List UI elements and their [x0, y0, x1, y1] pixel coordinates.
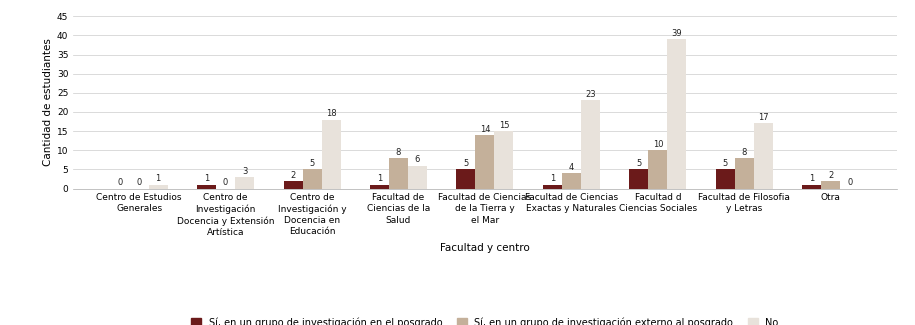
Text: 5: 5: [636, 159, 641, 168]
Text: 5: 5: [463, 159, 468, 168]
Text: 2: 2: [290, 171, 296, 179]
Text: 39: 39: [672, 29, 683, 38]
Bar: [321, 120, 340, 188]
Text: 1: 1: [204, 174, 210, 183]
Bar: [408, 165, 427, 188]
Text: 14: 14: [479, 124, 490, 134]
Text: 17: 17: [758, 113, 769, 122]
Text: 3: 3: [242, 167, 247, 176]
Bar: [649, 150, 667, 188]
Text: 10: 10: [652, 140, 663, 149]
Bar: [716, 169, 735, 188]
Bar: [235, 177, 254, 188]
Text: 15: 15: [499, 121, 510, 130]
Bar: [581, 100, 600, 188]
Bar: [197, 185, 216, 188]
Bar: [802, 185, 822, 188]
Bar: [667, 39, 686, 188]
Bar: [494, 131, 513, 188]
Bar: [303, 169, 321, 188]
Bar: [735, 158, 754, 188]
Text: 0: 0: [223, 178, 228, 187]
Bar: [284, 181, 303, 188]
Text: 5: 5: [309, 159, 315, 168]
Legend: Sí, en un grupo de investigación en el posgrado, Sí, en un grupo de investigació: Sí, en un grupo de investigación en el p…: [191, 318, 779, 325]
Text: 2: 2: [828, 171, 834, 179]
Text: 18: 18: [326, 109, 337, 118]
Bar: [562, 173, 581, 188]
Text: 4: 4: [569, 163, 574, 172]
Text: 8: 8: [741, 148, 747, 157]
Text: 6: 6: [414, 155, 420, 164]
Bar: [822, 181, 840, 188]
Text: 1: 1: [156, 174, 161, 183]
Bar: [148, 185, 167, 188]
Text: 0: 0: [117, 178, 123, 187]
Bar: [370, 185, 389, 188]
X-axis label: Facultad y centro: Facultad y centro: [440, 242, 530, 253]
Bar: [630, 169, 649, 188]
Text: 1: 1: [550, 174, 555, 183]
Bar: [389, 158, 408, 188]
Bar: [476, 135, 494, 188]
Bar: [457, 169, 476, 188]
Text: 1: 1: [809, 174, 814, 183]
Text: 23: 23: [585, 90, 596, 99]
Bar: [543, 185, 562, 188]
Text: 1: 1: [377, 174, 382, 183]
Text: 0: 0: [847, 178, 853, 187]
Text: 8: 8: [396, 148, 401, 157]
Text: 5: 5: [723, 159, 728, 168]
Text: 0: 0: [136, 178, 142, 187]
Bar: [754, 124, 773, 188]
Y-axis label: Cantidad de estudiantes: Cantidad de estudiantes: [43, 38, 53, 166]
